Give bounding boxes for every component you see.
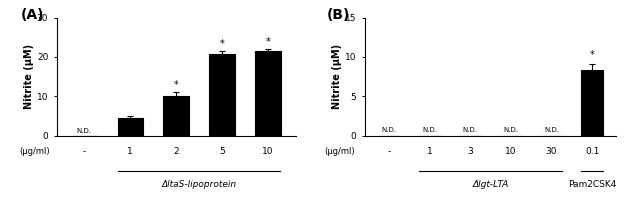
Text: *: *: [590, 50, 594, 60]
Text: Δlgt-LTA: Δlgt-LTA: [472, 180, 509, 189]
Text: ΔltaS-lipoprotein: ΔltaS-lipoprotein: [162, 180, 237, 189]
Text: 30: 30: [546, 147, 557, 156]
Y-axis label: Nitrite (μM): Nitrite (μM): [332, 44, 342, 109]
Text: 2: 2: [174, 147, 179, 156]
Bar: [164, 95, 189, 136]
Text: (A): (A): [21, 8, 44, 22]
Text: -: -: [82, 147, 86, 156]
Text: 1: 1: [427, 147, 433, 156]
Text: Pam2CSK4: Pam2CSK4: [568, 180, 616, 189]
Bar: [118, 118, 143, 136]
Text: -: -: [387, 147, 391, 156]
Text: (μg/ml): (μg/ml): [19, 147, 50, 156]
Bar: [209, 54, 235, 136]
Text: 5: 5: [220, 147, 225, 156]
Bar: [255, 51, 281, 136]
Text: N.D.: N.D.: [422, 127, 437, 133]
Text: N.D.: N.D.: [77, 128, 92, 134]
Text: (μg/ml): (μg/ml): [324, 147, 355, 156]
Text: 10: 10: [262, 147, 274, 156]
Text: 3: 3: [467, 147, 473, 156]
Text: *: *: [265, 37, 270, 47]
Text: 0.1: 0.1: [585, 147, 599, 156]
Text: N.D.: N.D.: [544, 127, 559, 133]
Text: (B): (B): [327, 8, 350, 22]
Text: *: *: [220, 39, 225, 49]
Text: N.D.: N.D.: [503, 127, 518, 133]
Text: N.D.: N.D.: [382, 127, 397, 133]
Text: 10: 10: [505, 147, 516, 156]
Text: N.D.: N.D.: [463, 127, 478, 133]
Y-axis label: Nitrite (μM): Nitrite (μM): [24, 44, 34, 109]
Text: *: *: [174, 80, 179, 90]
Text: 1: 1: [127, 147, 133, 156]
Bar: [581, 70, 603, 136]
